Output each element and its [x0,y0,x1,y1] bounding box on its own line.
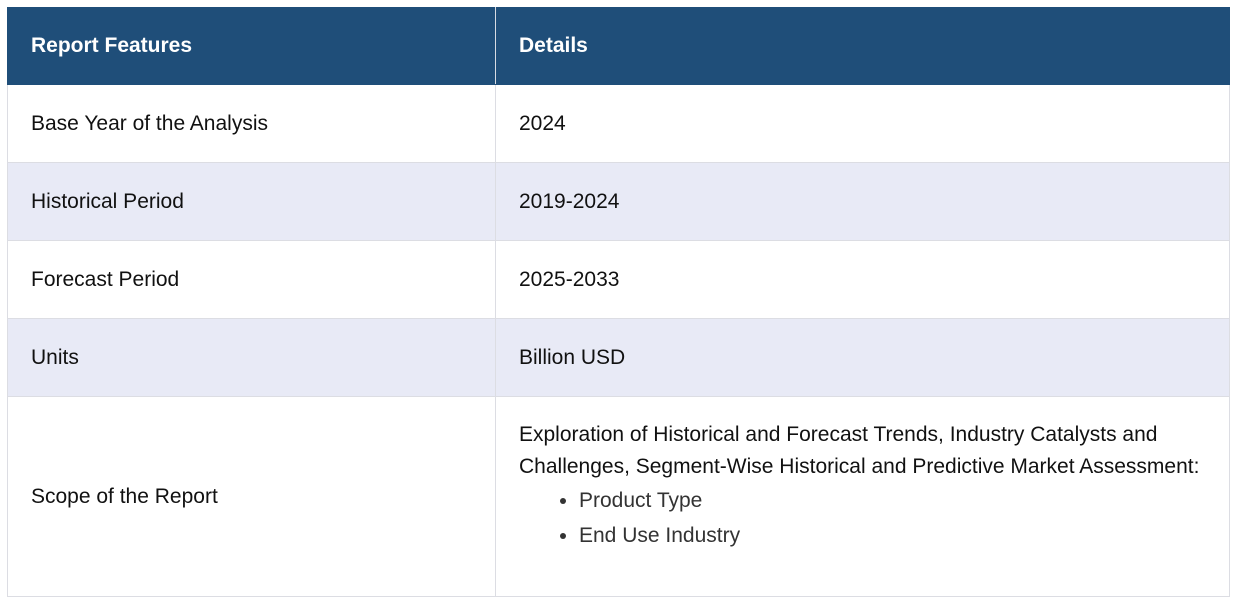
header-details: Details [495,7,1230,85]
feature-cell: Units [7,318,496,397]
scope-intro-text: Exploration of Historical and Forecast T… [519,423,1200,478]
detail-cell: 2019-2024 [495,162,1230,241]
detail-cell: 2025-2033 [495,240,1230,319]
header-report-features: Report Features [7,7,496,85]
detail-cell: Billion USD [495,318,1230,397]
list-item: Product Type [579,483,1209,518]
table-row: Historical Period 2019-2024 [7,162,1230,241]
table-header-row: Report Features Details [7,7,1230,85]
detail-cell: 2024 [495,84,1230,163]
table-row: Base Year of the Analysis 2024 [7,84,1230,163]
table-row: Forecast Period 2025-2033 [7,240,1230,319]
scope-detail-cell: Exploration of Historical and Forecast T… [495,396,1230,597]
feature-cell: Forecast Period [7,240,496,319]
table-row: Units Billion USD [7,318,1230,397]
report-features-table-container: Report Features Details Base Year of the… [7,7,1230,597]
scope-list: Product Type End Use Industry [519,483,1209,553]
feature-cell: Scope of the Report [7,396,496,597]
report-features-table: Report Features Details Base Year of the… [7,7,1230,597]
table-row-scope: Scope of the Report Exploration of Histo… [7,396,1230,597]
feature-cell: Base Year of the Analysis [7,84,496,163]
list-item: End Use Industry [579,518,1209,553]
feature-cell: Historical Period [7,162,496,241]
